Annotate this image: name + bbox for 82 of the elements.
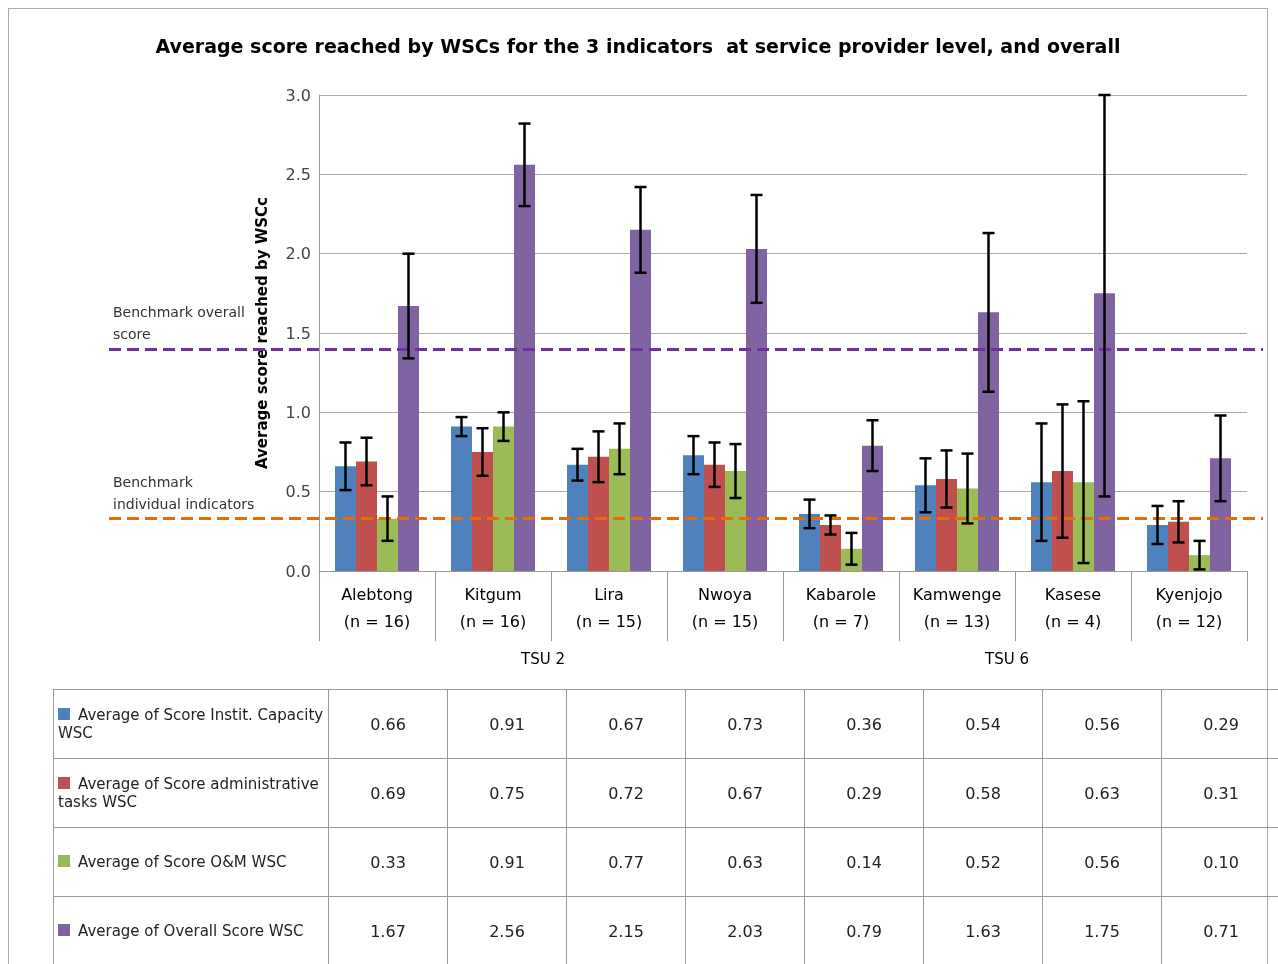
data-label: 1.75 xyxy=(1042,896,1162,964)
bar xyxy=(746,248,767,571)
x-tick-label: Lira (n = 15) xyxy=(575,585,643,631)
data-label: 0.29 xyxy=(1161,689,1278,759)
y-tick-label: 1.5 xyxy=(285,323,311,343)
x-tick-label: Alebtong (n = 16) xyxy=(341,585,413,631)
data-label: 0.91 xyxy=(447,827,567,897)
data-label: 2.15 xyxy=(566,896,686,964)
bar xyxy=(493,426,514,571)
bar xyxy=(335,466,356,571)
data-label: 0.63 xyxy=(1042,758,1162,828)
bar xyxy=(1210,458,1231,571)
y-tick-label: 0.5 xyxy=(285,482,311,502)
data-label: 0.91 xyxy=(447,689,567,759)
bar xyxy=(567,464,588,571)
bar xyxy=(725,471,746,571)
data-label: 0.33 xyxy=(328,827,448,897)
bar xyxy=(398,306,419,571)
legend-label: Average of Score administrative tasks WSC xyxy=(53,758,329,828)
x-tick-label: Kitgum (n = 16) xyxy=(459,585,527,631)
data-label: 2.03 xyxy=(685,896,805,964)
data-label: 0.72 xyxy=(566,758,686,828)
text: TSU 2 xyxy=(520,649,565,668)
ref-line-label: Benchmark individual indicators xyxy=(113,473,255,512)
bar xyxy=(683,455,704,571)
bar xyxy=(820,524,841,571)
x-tick-label: Nwoya (n = 15) xyxy=(691,585,759,631)
text: TSU 6 xyxy=(984,649,1029,668)
y-tick-label: 1.0 xyxy=(285,402,311,422)
y-tick-label: 0.0 xyxy=(285,561,311,581)
legend-label: Average of Overall Score WSC xyxy=(53,896,329,964)
data-label: 0.73 xyxy=(685,689,805,759)
chart-title: Average score reached by WSCs for the 3 indicators at service provider level, and overall xyxy=(155,34,1121,57)
bar xyxy=(978,312,999,571)
x-tick-label: Kasese (n = 4) xyxy=(1044,585,1102,631)
data-label: 0.67 xyxy=(685,758,805,828)
data-label: 0.63 xyxy=(685,827,805,897)
data-label: 0.66 xyxy=(328,689,448,759)
y-tick-label: 3.0 xyxy=(285,85,311,105)
legend-label: Average of Score O&M WSC xyxy=(53,827,329,897)
data-label: 0.56 xyxy=(1042,689,1162,759)
data-label: 0.10 xyxy=(1161,827,1278,897)
bar xyxy=(609,448,630,571)
data-label: 0.14 xyxy=(804,827,924,897)
bar xyxy=(377,518,398,571)
bar xyxy=(630,229,651,571)
legend-label: Average of Score Instit. Capacity WSC xyxy=(53,689,329,759)
bar xyxy=(862,445,883,571)
data-label: 0.67 xyxy=(566,689,686,759)
data-label: 0.31 xyxy=(1161,758,1278,828)
data-label: 0.52 xyxy=(923,827,1043,897)
y-axis-title: Average score reached by WSCc xyxy=(252,197,271,469)
data-label: 0.56 xyxy=(1042,827,1162,897)
data-label: 0.58 xyxy=(923,758,1043,828)
x-tick-label: Kyenjojo (n = 12) xyxy=(1155,585,1223,631)
bar xyxy=(799,513,820,571)
data-label: 0.75 xyxy=(447,758,567,828)
data-label: 0.71 xyxy=(1161,896,1278,964)
data-label: 1.67 xyxy=(328,896,448,964)
x-tick-label: Kamwenge (n = 13) xyxy=(912,585,1002,631)
x-tick-label: Kabarole (n = 7) xyxy=(805,585,877,631)
bar xyxy=(514,164,535,571)
data-label: 1.63 xyxy=(923,896,1043,964)
bar xyxy=(356,461,377,571)
bar xyxy=(1147,524,1168,571)
data-label: 0.77 xyxy=(566,827,686,897)
bar xyxy=(451,426,472,571)
bar xyxy=(704,464,725,571)
y-tick-label: 2.5 xyxy=(285,164,311,184)
ref-line-label: Benchmark overall score xyxy=(113,303,250,342)
data-label: 0.36 xyxy=(804,689,924,759)
bar xyxy=(936,478,957,571)
bar xyxy=(1168,521,1189,571)
data-label: 2.56 xyxy=(447,896,567,964)
data-label: 0.69 xyxy=(328,758,448,828)
data-label: 0.79 xyxy=(804,896,924,964)
data-label: 0.54 xyxy=(923,689,1043,759)
bar xyxy=(915,485,936,571)
data-label: 0.29 xyxy=(804,758,924,828)
bar xyxy=(588,456,609,571)
bar xyxy=(472,452,493,571)
y-tick-label: 2.0 xyxy=(285,244,311,264)
